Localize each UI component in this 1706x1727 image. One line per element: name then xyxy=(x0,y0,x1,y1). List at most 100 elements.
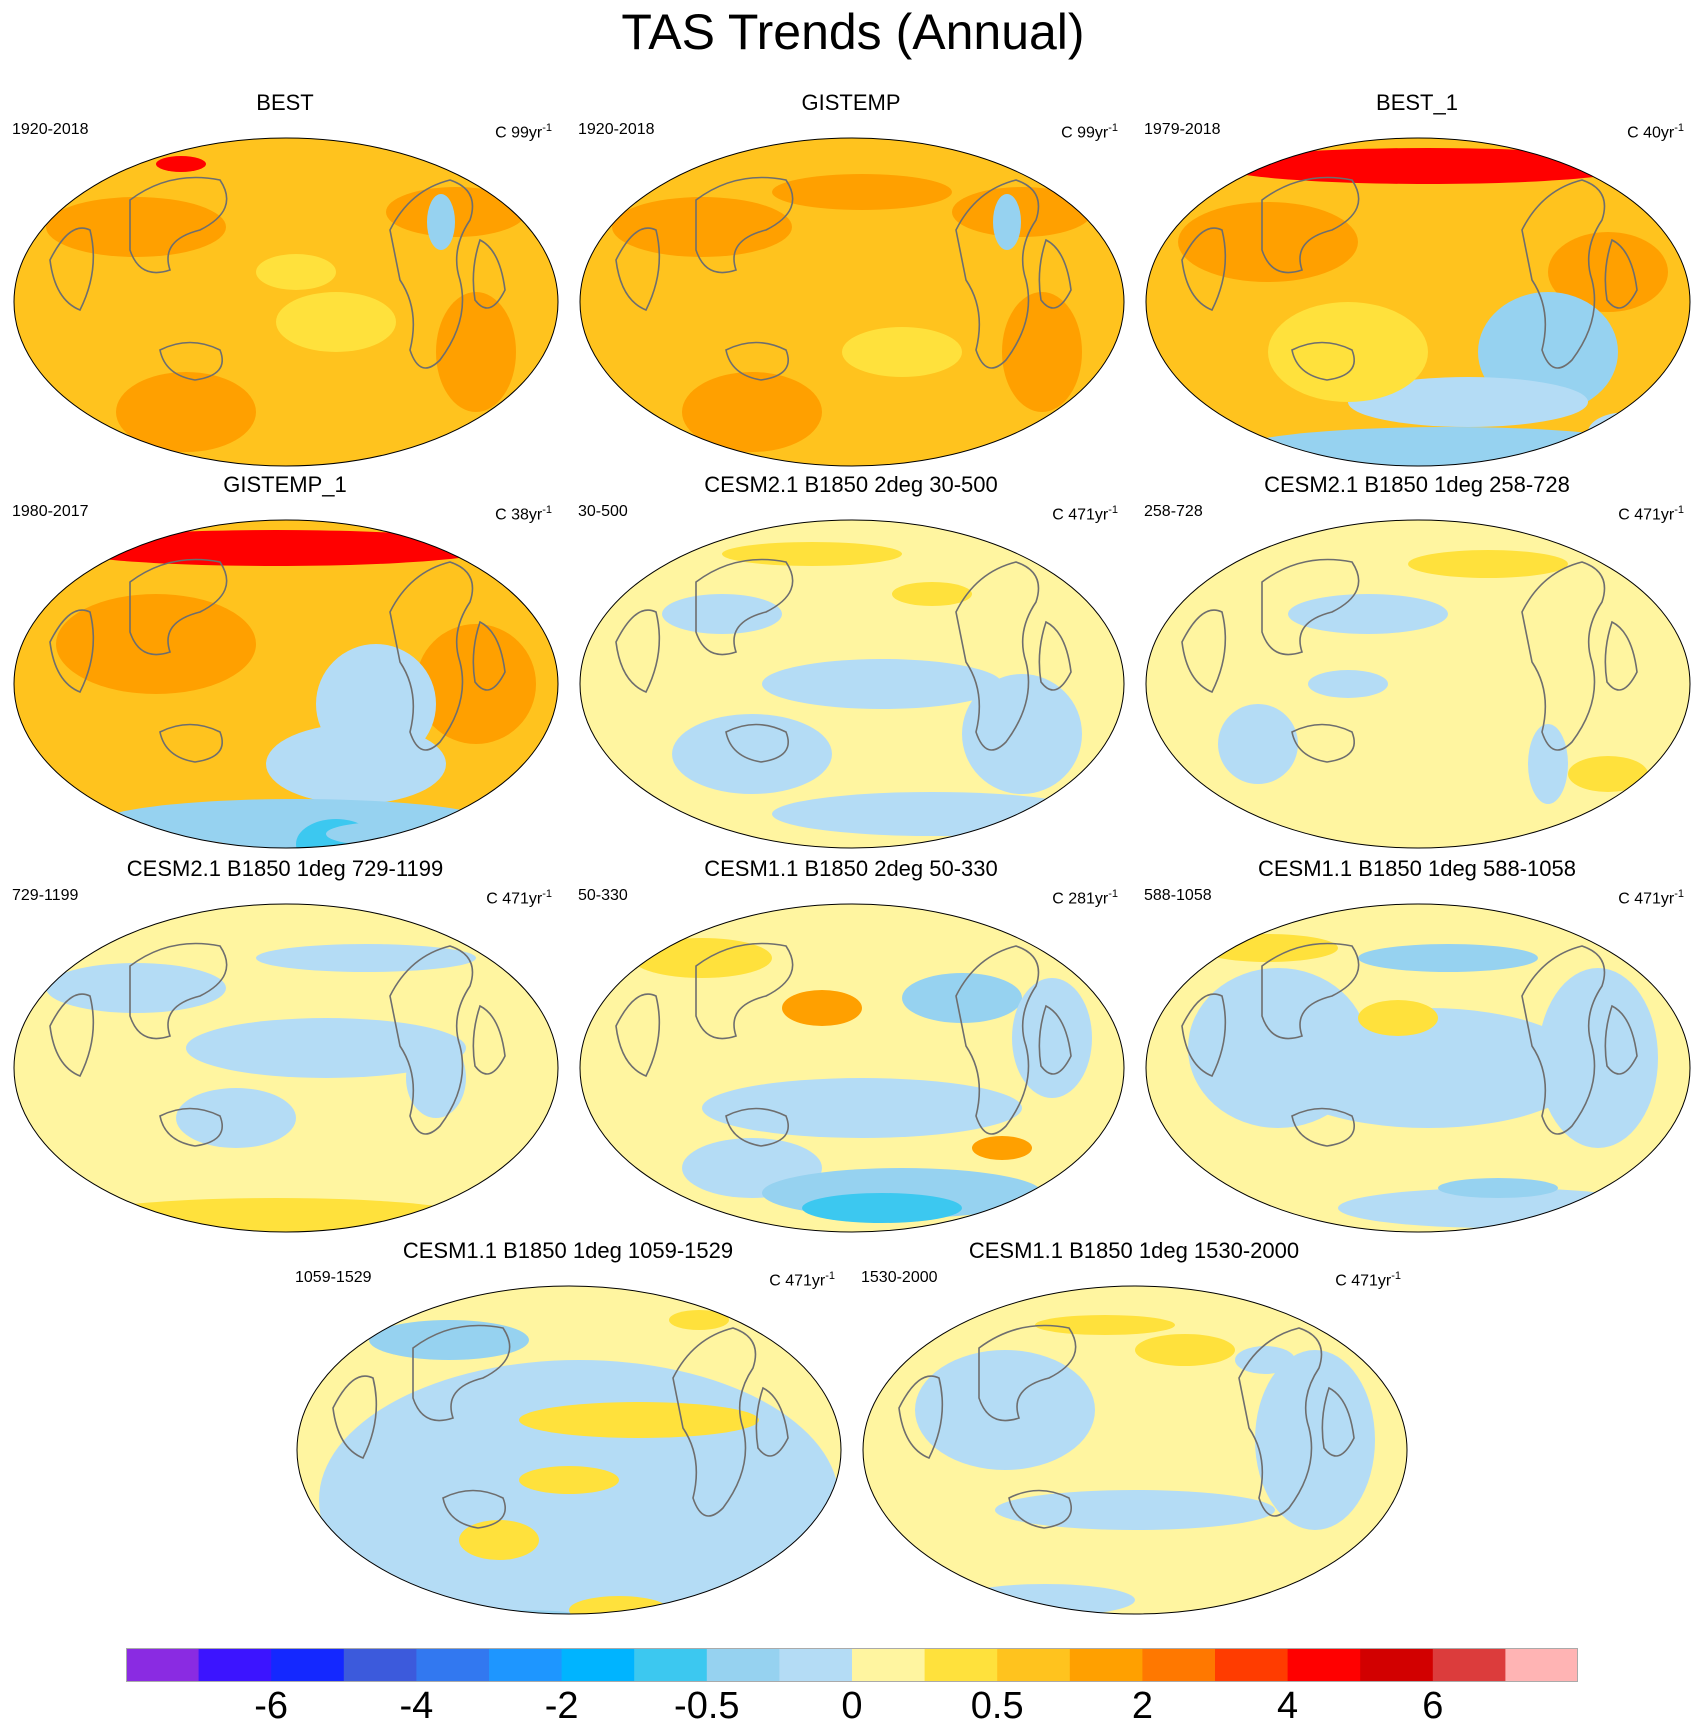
coastline xyxy=(129,942,228,1040)
panel-period: 729-1199 xyxy=(12,887,79,904)
panel-title: CESM1.1 B1850 2deg 50-330 xyxy=(704,856,998,881)
panel-title: CESM1.1 B1850 1deg 588-1058 xyxy=(1257,856,1576,881)
map-plot xyxy=(296,1285,842,1615)
colorbar-swatch xyxy=(561,1648,635,1682)
panel-title: BEST xyxy=(256,90,314,115)
trend-region xyxy=(369,1320,529,1360)
coastline xyxy=(472,620,506,691)
coastline xyxy=(1181,227,1227,312)
colorbar-swatch xyxy=(489,1648,563,1682)
panel-title: CESM2.1 B1850 1deg 258-728 xyxy=(1264,472,1570,497)
trend-region xyxy=(722,542,902,566)
coastline xyxy=(1604,1004,1638,1075)
trend-region xyxy=(256,944,476,972)
map-panel: GISTEMP 1920-2018 C 99yr-1 xyxy=(568,90,1134,482)
coastline xyxy=(1038,1004,1072,1075)
colorbar-frame xyxy=(126,1648,1578,1682)
coastline xyxy=(672,1327,757,1517)
trend-region xyxy=(46,963,226,1013)
coastline xyxy=(49,993,95,1078)
colorbar-swatch xyxy=(1069,1648,1143,1682)
coastline xyxy=(725,1107,789,1147)
map-plot xyxy=(1145,519,1691,849)
trend-region xyxy=(1218,704,1298,784)
coastline xyxy=(1038,238,1072,309)
coastline xyxy=(1038,620,1072,691)
coastline xyxy=(955,561,1040,751)
map-plot xyxy=(13,137,559,467)
coastline xyxy=(412,1324,511,1422)
panel-period: 1979-2018 xyxy=(1144,121,1221,138)
coastline xyxy=(1261,176,1360,274)
trend-region xyxy=(995,1490,1275,1530)
map-panel: CESM2.1 B1850 1deg 729-1199 729-1199 C 471… xyxy=(2,856,568,1248)
map-border xyxy=(1145,137,1691,467)
map-panel: CESM2.1 B1850 2deg 30-500 30-500 C 471yr-1 xyxy=(568,472,1134,864)
trend-region xyxy=(993,194,1021,250)
trend-region xyxy=(1548,232,1668,312)
colorbar-tick-label: 4 xyxy=(1277,1685,1299,1727)
panel-period: 588-1058 xyxy=(1144,887,1212,904)
trend-region xyxy=(386,187,526,237)
trend-region xyxy=(1002,292,1082,412)
map-border xyxy=(579,137,1125,467)
colorbar-swatch xyxy=(852,1648,926,1682)
panel-period: 1059-1529 xyxy=(295,1269,372,1286)
colorbar xyxy=(126,1648,1578,1682)
colorbar-swatch xyxy=(271,1648,345,1682)
trend-region xyxy=(802,1193,962,1223)
map-border xyxy=(13,903,559,1233)
trend-region xyxy=(972,1136,1032,1160)
trend-region xyxy=(962,674,1082,794)
colorbar-tick-label: -4 xyxy=(399,1685,434,1727)
coastline xyxy=(1238,1327,1323,1517)
map-plot xyxy=(13,903,559,1233)
panel-period: 1530-2000 xyxy=(861,1269,938,1286)
panel-title: BEST_1 xyxy=(1376,90,1458,115)
trend-region xyxy=(459,1520,539,1560)
trend-region xyxy=(1538,968,1658,1148)
map-plot xyxy=(1145,903,1691,1233)
map-plot xyxy=(13,519,559,849)
coastline xyxy=(1521,945,1606,1135)
colorbar-swatch xyxy=(416,1648,490,1682)
coastline xyxy=(615,227,661,312)
panel-title: CESM2.1 B1850 2deg 30-500 xyxy=(704,472,998,497)
trend-region xyxy=(56,594,256,694)
map-border xyxy=(13,137,559,467)
coastline xyxy=(1521,561,1606,751)
panel-span: C 471yr-1 xyxy=(1618,504,1684,524)
trend-region xyxy=(1528,724,1568,804)
panel-span: C 281yr-1 xyxy=(1052,888,1118,908)
coastline xyxy=(725,341,789,381)
coastline xyxy=(1604,620,1638,691)
trend-region xyxy=(669,1310,729,1330)
trend-region xyxy=(266,724,446,804)
map-panel: BEST 1920-2018 C 99yr-1 xyxy=(2,90,568,482)
coastline xyxy=(955,179,1040,369)
map-panel: CESM1.1 B1850 1deg 1059-1529 1059-1529 C 4… xyxy=(285,1238,851,1630)
coastline xyxy=(472,238,506,309)
trend-region xyxy=(1358,1000,1438,1036)
panel-span: C 471yr-1 xyxy=(1618,888,1684,908)
map-panel: CESM2.1 B1850 1deg 258-728 258-728 C 471yr… xyxy=(1134,472,1700,864)
map-border xyxy=(862,1285,1408,1615)
coastline xyxy=(1291,723,1355,763)
map-border xyxy=(579,903,1125,1233)
panel-title: CESM1.1 B1850 1deg 1530-2000 xyxy=(968,1238,1300,1263)
colorbar-swatch xyxy=(1287,1648,1361,1682)
trend-region xyxy=(842,327,962,377)
panel-period: 1980-2017 xyxy=(12,503,89,520)
panel-period: 258-728 xyxy=(1144,503,1203,520)
colorbar-swatch xyxy=(924,1648,998,1682)
colorbar-swatch xyxy=(1432,1648,1506,1682)
map-plot xyxy=(579,137,1125,467)
panel-span: C 471yr-1 xyxy=(769,1270,835,1290)
trend-region xyxy=(612,197,792,257)
coastline xyxy=(389,945,474,1135)
map-border xyxy=(1145,519,1691,849)
trend-region xyxy=(1358,944,1538,972)
coastline xyxy=(1321,1386,1355,1457)
coastline xyxy=(159,341,223,381)
coastline xyxy=(1604,238,1638,309)
